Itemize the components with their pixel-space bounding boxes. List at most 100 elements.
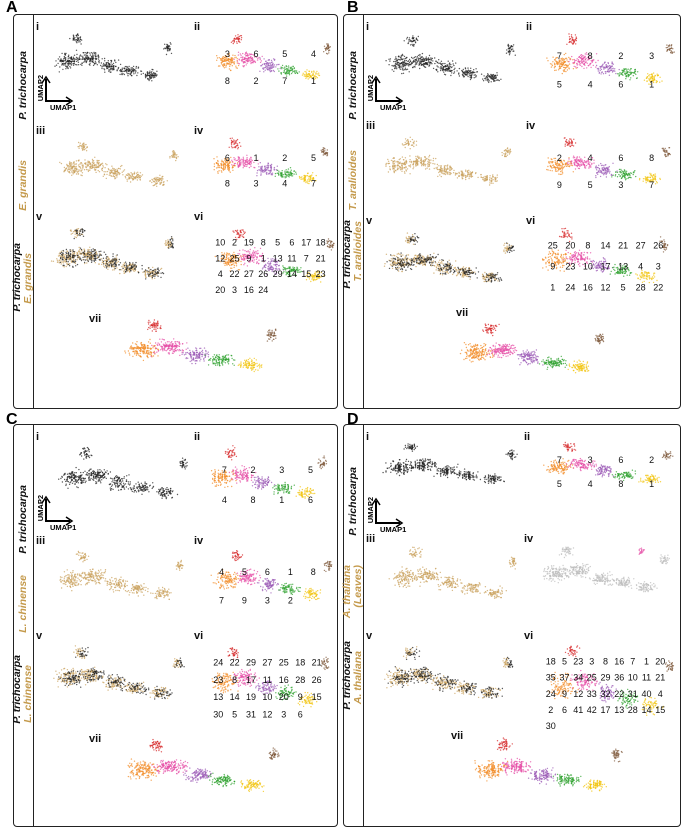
sub-ii: ii [526,21,533,33]
umap-iii-gold [388,546,517,599]
sub-iv: iv [194,535,204,547]
umap-vii-integrated [127,738,280,793]
cluster-label: 1 [288,567,293,577]
umap-iii-gold [59,141,179,187]
umap-iv-clusters: 6 1 2 5 8 3 4 7 [213,137,329,189]
cluster-label: 3 [656,262,661,272]
cluster-label: 11 [642,673,651,683]
panel-letter-a: A [6,0,18,16]
cluster-label: 14 [600,241,610,251]
cluster-label: 2 [288,596,293,606]
cluster-label: 33 [587,689,597,699]
cluster-label: 17 [301,238,311,248]
cluster-label: 10 [583,262,593,272]
cluster-label: 24 [565,283,575,293]
species-sidebar [344,15,364,408]
cluster-label: 30 [213,709,223,719]
cluster-label: 21 [312,658,322,668]
cluster-label: 6 [562,705,567,715]
cluster-label: 12 [600,283,610,293]
sub-iii: iii [366,120,376,132]
species-label-mid: E. grandis [17,160,29,211]
cluster-label: 4 [638,262,643,272]
cluster-label: 7 [630,656,635,666]
sub-vii: vii [451,730,464,742]
panel-letter-d: D [347,411,359,428]
cluster-label: 5 [242,567,247,577]
cluster-label: 4 [588,479,593,489]
cluster-label: 2 [232,238,237,248]
cluster-label: 9 [246,253,251,263]
cluster-label: 2 [250,465,255,475]
sub-iii: iii [36,535,46,547]
panel-b: P. trichocarpa T. aralioides P. trichoca… [341,14,681,409]
cluster-label: 8 [261,238,266,248]
cluster-label: 11 [287,253,296,263]
umap1-label: UMAP1 [50,523,77,532]
umap-ii-clusters: 3 6 5 4 8 2 7 1 [216,34,331,86]
cluster-label: 6 [618,153,623,163]
umap-i-black [385,35,516,84]
cluster-label: 2 [282,153,287,163]
cluster-label: 3 [618,180,623,190]
sub-i: i [36,431,40,443]
cluster-label: 24 [258,285,268,295]
cluster-label: 6 [253,49,258,59]
umap-vii-integrated [459,323,605,374]
cluster-label: 42 [587,705,597,715]
cluster-label: 17 [246,675,256,685]
sub-v: v [366,215,373,227]
cluster-label: 27 [262,658,272,668]
sub-i: i [366,21,370,33]
panel-letter-b: B [347,0,359,16]
sub-iii: iii [366,533,376,545]
cluster-label: 4 [658,689,663,699]
umap-v-merged [383,232,515,283]
cluster-label: 24 [546,689,556,699]
umap-ii-clusters: 7 8 2 3 5 4 6 1 [546,33,675,90]
cluster-label: 8 [232,675,237,685]
cluster-label: 8 [588,51,593,61]
cluster-label: 7 [649,180,654,190]
sub-ii: ii [194,21,201,33]
species-label-mid: L. chinense [17,575,29,633]
cluster-label: 21 [618,241,628,251]
species-label-top: P. trichocarpa [17,51,29,120]
cluster-label: 9 [557,180,562,190]
umap-v-merged [50,228,174,280]
cluster-label: 25 [279,658,289,668]
cluster-label: 20 [655,656,665,666]
umap-i-black [58,446,188,500]
species-label-mid: T. aralioides [347,150,359,211]
cluster-label: 13 [213,692,223,702]
cluster-label: 4 [218,269,223,279]
cluster-label: 10 [215,238,225,248]
cluster-label: 10 [628,673,638,683]
cluster-label: 2 [548,705,553,715]
cluster-label: 29 [273,269,283,279]
cluster-label: 32 [600,689,610,699]
cluster-label: 4 [588,80,593,90]
sub-vii: vii [89,733,102,745]
umap1-label: UMAP1 [380,103,407,112]
cluster-label: 5 [308,465,313,475]
cluster-label: 25 [229,253,239,263]
cluster-label: 8 [649,153,654,163]
cluster-label: 5 [232,709,237,719]
cluster-label: 21 [655,673,665,683]
cluster-label: 27 [244,269,254,279]
species-label-top: P. trichocarpa [347,467,359,536]
cluster-label: 8 [225,76,230,86]
umap-axes: UMAP2 UMAP1 [366,75,406,112]
cluster-label: 16 [583,283,593,293]
sub-v: v [36,630,43,642]
cluster-label: 35 [546,673,556,683]
umap-ii-clusters: 7 3 6 2 5 4 8 1 [543,441,674,489]
cluster-label: 5 [282,49,287,59]
cluster-label: 7 [557,51,562,61]
cluster-label: 7 [222,465,227,475]
cluster-label: 31 [628,689,638,699]
species-sidebar [14,425,34,826]
cluster-label: 28 [295,675,305,685]
